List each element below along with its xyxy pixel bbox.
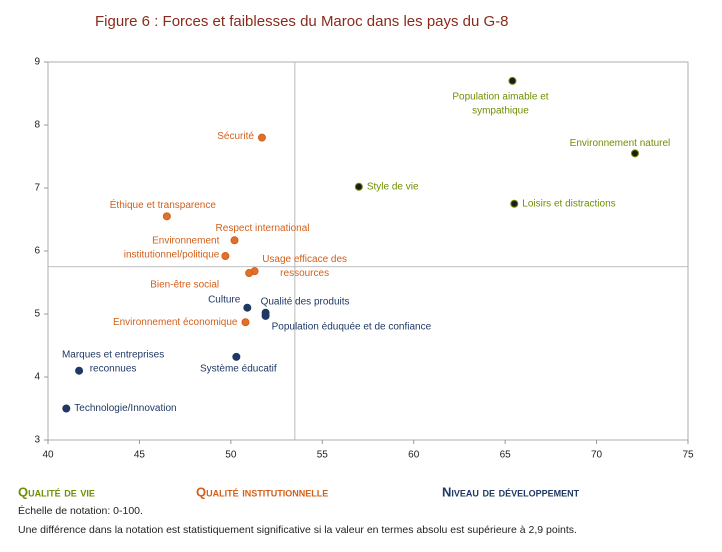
legend-label: Qualité de vie — [18, 484, 95, 499]
y-tick-label: 7 — [34, 183, 40, 194]
legend-label: Qualité institutionnelle — [196, 484, 328, 499]
point-label: Système éducatif — [200, 363, 277, 374]
point-label: ressources — [280, 268, 329, 279]
point-label: reconnues — [90, 363, 137, 374]
point-label: Sécurité — [217, 131, 254, 142]
point — [232, 352, 241, 361]
y-tick-label: 9 — [34, 57, 40, 68]
y-tick-label: 3 — [34, 435, 40, 446]
x-tick-label: 70 — [591, 450, 603, 461]
x-tick-label: 60 — [408, 450, 420, 461]
point — [162, 212, 171, 221]
point — [630, 149, 639, 158]
point-label: Culture — [208, 294, 241, 305]
point-label: Environnement naturel — [570, 138, 671, 149]
point — [354, 182, 363, 191]
y-tick-label: 5 — [34, 309, 40, 320]
point-label: Respect international — [216, 223, 310, 234]
point — [510, 199, 519, 208]
point — [245, 269, 254, 278]
point — [241, 318, 250, 327]
point — [221, 252, 230, 261]
point-label: Environnement — [152, 236, 219, 247]
x-tick-label: 65 — [500, 450, 512, 461]
note: Échelle de notation: 0-100. — [18, 504, 143, 517]
point-label: institutionnel/politique — [124, 250, 220, 261]
x-tick-label: 50 — [225, 450, 237, 461]
y-tick-label: 6 — [34, 246, 40, 257]
x-tick-label: 45 — [134, 450, 146, 461]
point — [243, 303, 252, 312]
point-label: Loisirs et distractions — [522, 198, 615, 209]
point-label: Style de vie — [367, 181, 419, 192]
point — [257, 133, 266, 142]
point — [62, 404, 71, 413]
point-label: Population éduquée et de confiance — [272, 322, 432, 333]
point-label: Éthique et transparence — [110, 198, 217, 211]
point — [508, 76, 517, 85]
point — [261, 311, 270, 320]
point — [75, 366, 84, 375]
chart-title: Figure 6 : Forces et faiblesses du Maroc… — [95, 13, 509, 30]
x-tick-label: 75 — [682, 450, 694, 461]
point-label: Bien-être social — [150, 280, 219, 291]
point-label: Qualité des produits — [261, 296, 350, 307]
point-label: Technologie/Innovation — [74, 403, 176, 414]
legend-label: Niveau de développement — [442, 484, 580, 499]
y-tick-label: 8 — [34, 120, 40, 131]
point-label: sympathique — [472, 106, 529, 117]
point-label: Usage efficace des — [262, 254, 347, 265]
point-label: Population aimable et — [452, 92, 548, 103]
y-tick-label: 4 — [34, 372, 40, 383]
point-label: Marques et entreprises — [62, 349, 164, 360]
note: Une différence dans la notation est stat… — [18, 524, 577, 536]
point — [230, 236, 239, 245]
point-label: Environnement économique — [113, 317, 238, 328]
x-tick-label: 40 — [42, 450, 54, 461]
x-tick-label: 55 — [317, 450, 329, 461]
